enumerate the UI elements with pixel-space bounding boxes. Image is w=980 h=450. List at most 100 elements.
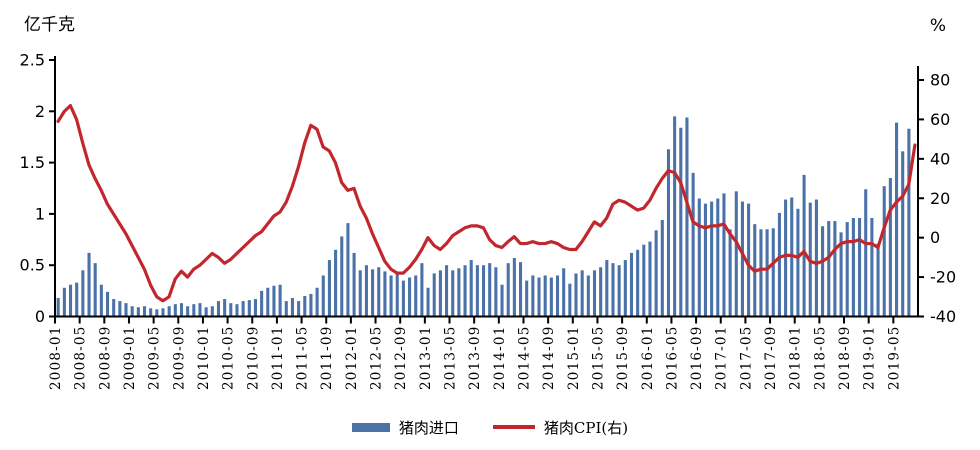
- import-bar: [777, 212, 781, 317]
- import-bar: [216, 301, 221, 317]
- legend-label-pork-import: 猪肉进口: [398, 418, 459, 437]
- x-tick-label: 2018-01: [788, 326, 804, 391]
- x-tick-label: 2015-01: [566, 326, 582, 391]
- import-bar: [81, 270, 85, 317]
- legend-item-pork-cpi: 猪肉CPI(右): [492, 417, 629, 438]
- import-bar: [272, 285, 276, 317]
- right-axis-unit-label: %: [929, 16, 946, 36]
- import-bar: [445, 265, 449, 317]
- cpi-line: [56, 104, 917, 303]
- import-bar: [327, 260, 331, 317]
- import-bar: [161, 308, 165, 317]
- x-tick-label: 2008-05: [73, 326, 89, 391]
- import-bar: [99, 284, 103, 317]
- x-tick-label: 2014-09: [541, 326, 557, 391]
- import-bar: [235, 304, 239, 317]
- import-bar: [75, 282, 79, 317]
- import-bar: [703, 203, 707, 317]
- import-bar: [617, 265, 621, 317]
- x-tick-label: 2015-09: [615, 326, 631, 391]
- import-bar: [568, 283, 572, 317]
- import-bar: [740, 201, 744, 317]
- import-bar: [697, 198, 701, 317]
- import-bar: [525, 280, 529, 317]
- import-bar: [290, 298, 294, 317]
- x-tick-label: 2011-01: [270, 326, 286, 391]
- import-bar: [463, 265, 467, 317]
- x-tick-label: 2013-09: [467, 325, 483, 390]
- right-tick-label: 40: [930, 149, 950, 168]
- line-swatch-icon: [492, 425, 535, 429]
- import-bar: [408, 277, 412, 317]
- x-tick-label: 2011-09: [319, 326, 335, 391]
- import-bar: [716, 198, 720, 317]
- import-bar: [457, 268, 461, 317]
- import-bar: [179, 303, 184, 317]
- import-bar: [167, 306, 171, 317]
- import-bar: [142, 306, 147, 317]
- import-bar: [599, 267, 603, 317]
- import-bar: [821, 226, 825, 317]
- import-bar: [247, 300, 251, 317]
- import-bar: [666, 149, 671, 317]
- x-tick-label: 2016-09: [689, 326, 705, 391]
- x-tick-label: 2013-01: [418, 326, 434, 391]
- right-tick-label: 20: [930, 189, 950, 208]
- import-bar: [771, 228, 775, 317]
- x-tick-label: 2014-05: [516, 326, 532, 391]
- import-bar: [432, 273, 436, 317]
- import-bar: [907, 128, 911, 317]
- import-bar: [858, 218, 862, 317]
- import-bar: [334, 249, 338, 317]
- right-tick-label: -40: [930, 307, 956, 326]
- import-bar: [303, 295, 307, 317]
- import-bar: [642, 244, 646, 317]
- x-tick-label: 2016-01: [640, 326, 656, 391]
- import-bar: [229, 303, 233, 317]
- left-axis: 2.5 2 1.5 1 0.5 0: [20, 51, 56, 326]
- import-bar: [241, 301, 245, 317]
- import-bar: [592, 270, 597, 317]
- import-bar: [673, 116, 677, 317]
- import-bar: [62, 287, 66, 317]
- import-bar: [876, 243, 880, 317]
- bar-swatch-icon: [351, 422, 390, 432]
- import-bar: [734, 191, 738, 317]
- import-bar: [68, 284, 73, 317]
- import-bar: [895, 122, 899, 317]
- import-bar: [451, 270, 455, 317]
- import-bar: [845, 222, 849, 317]
- import-bar: [531, 275, 535, 317]
- legend-label-pork-cpi: 猪肉CPI(右): [543, 418, 629, 437]
- import-bar: [827, 221, 831, 317]
- import-bar: [204, 307, 208, 317]
- import-bar: [284, 301, 288, 317]
- import-bar: [574, 273, 578, 317]
- import-bar: [186, 306, 190, 317]
- import-bar: [383, 271, 387, 317]
- import-bar: [118, 301, 122, 317]
- import-bar: [784, 199, 788, 317]
- right-tick-label: 0: [930, 228, 940, 247]
- import-bar: [198, 303, 202, 317]
- import-bar: [149, 308, 153, 317]
- import-bar: [426, 287, 430, 317]
- x-tick-label: 2010-01: [196, 326, 212, 391]
- import-bar: [155, 309, 159, 317]
- legend-item-pork-import: 猪肉进口: [351, 417, 459, 438]
- import-bar: [352, 252, 356, 317]
- x-tick-label: 2009-01: [122, 326, 138, 391]
- bar-series-group: [56, 116, 911, 317]
- import-bar: [475, 265, 479, 317]
- import-bar: [414, 275, 418, 317]
- import-bar: [901, 151, 905, 317]
- import-bar: [549, 277, 553, 317]
- import-bar: [346, 223, 350, 317]
- import-bar: [660, 220, 664, 317]
- import-bar: [223, 299, 227, 317]
- import-bar: [253, 299, 257, 317]
- left-axis-unit-label: 亿千克: [24, 15, 75, 35]
- x-tick-label: 2017-09: [763, 326, 779, 391]
- import-bar: [888, 177, 892, 317]
- import-bar: [358, 270, 362, 317]
